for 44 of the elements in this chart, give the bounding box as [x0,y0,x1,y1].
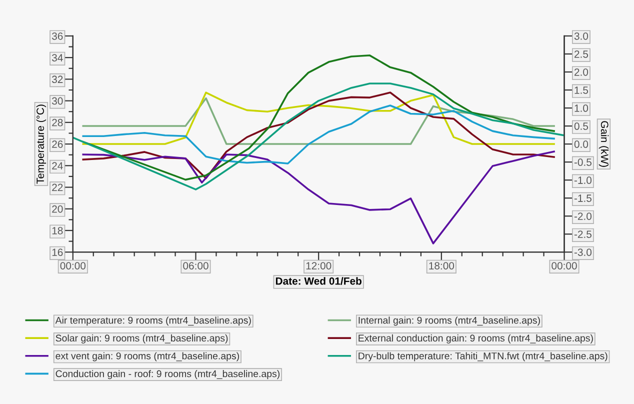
y2-tick-label: 2.5 [574,50,588,58]
y2-axis-title: Gain (kW) [598,121,609,167]
x-tick-label: 18:00 [429,262,454,270]
y-tick-label: 28 [52,118,63,126]
y2-tick-label: -0.5 [574,158,592,166]
y2-tick-label: -3.0 [574,248,592,256]
y-tick-label: 20 [52,205,63,213]
y2-tick-label: 1.0 [574,104,588,112]
y-tick-label: 26 [52,140,63,148]
y-tick-label: 32 [52,76,63,84]
line-series [72,82,564,190]
x-tick-label: 06:00 [183,262,208,270]
y2-tick-label: 1.5 [574,86,588,94]
y-tick-label: 22 [52,184,63,192]
y-tick-label: 36 [52,32,63,40]
y-tick-label: 24 [52,162,63,170]
y-tick-label: 34 [52,54,63,62]
x-tick-label: 00:00 [552,262,577,270]
y2-tick-label: -1.0 [574,176,592,184]
x-tick-label: 00:00 [60,262,86,270]
y2-tick-label: 0.0 [574,140,588,148]
line-series [82,104,555,164]
y-tick-label: 18 [52,226,63,234]
y2-tick-label: 0.5 [574,122,588,130]
y-tick-label: 30 [52,97,63,105]
legend-label: Solar gain: 9 rooms (mtr4_baseline.aps) [56,334,228,344]
legend-label: ext vent gain: 9 rooms (mtr4_baseline.aps) [56,352,239,362]
y2-tick-label: 2.0 [574,68,588,76]
legend-label: Conduction gain - roof: 9 rooms (mtr4_baseline.aps) [56,370,280,380]
y2-tick-label: -2.5 [574,230,592,238]
legend-label: External conduction gain: 9 rooms (mtr4_baseline.aps) [358,334,593,344]
legend-label: Air temperature: 9 rooms (mtr4_baseline.aps) [55,316,251,326]
x-axis-title: Date: Wed 01/Feb [276,277,362,285]
y2-tick-label: 3.0 [574,32,588,40]
y-tick-label: 16 [52,248,63,256]
line-series [82,54,555,181]
line-series [82,150,555,244]
legend-label: Dry-bulb temperature: Tahiti_MTN.fwt (mtr4_baseline.aps) [358,352,608,362]
line-series [82,92,555,180]
y2-tick-label: -1.5 [574,194,592,202]
legend-label: Internal gain: 9 rooms (mtr4_baseline.aps) [358,316,540,326]
x-tick-label: 12:00 [306,262,332,270]
y-axis-title: Temperature (°C) [36,104,46,184]
y2-tick-label: -2.0 [574,212,592,220]
